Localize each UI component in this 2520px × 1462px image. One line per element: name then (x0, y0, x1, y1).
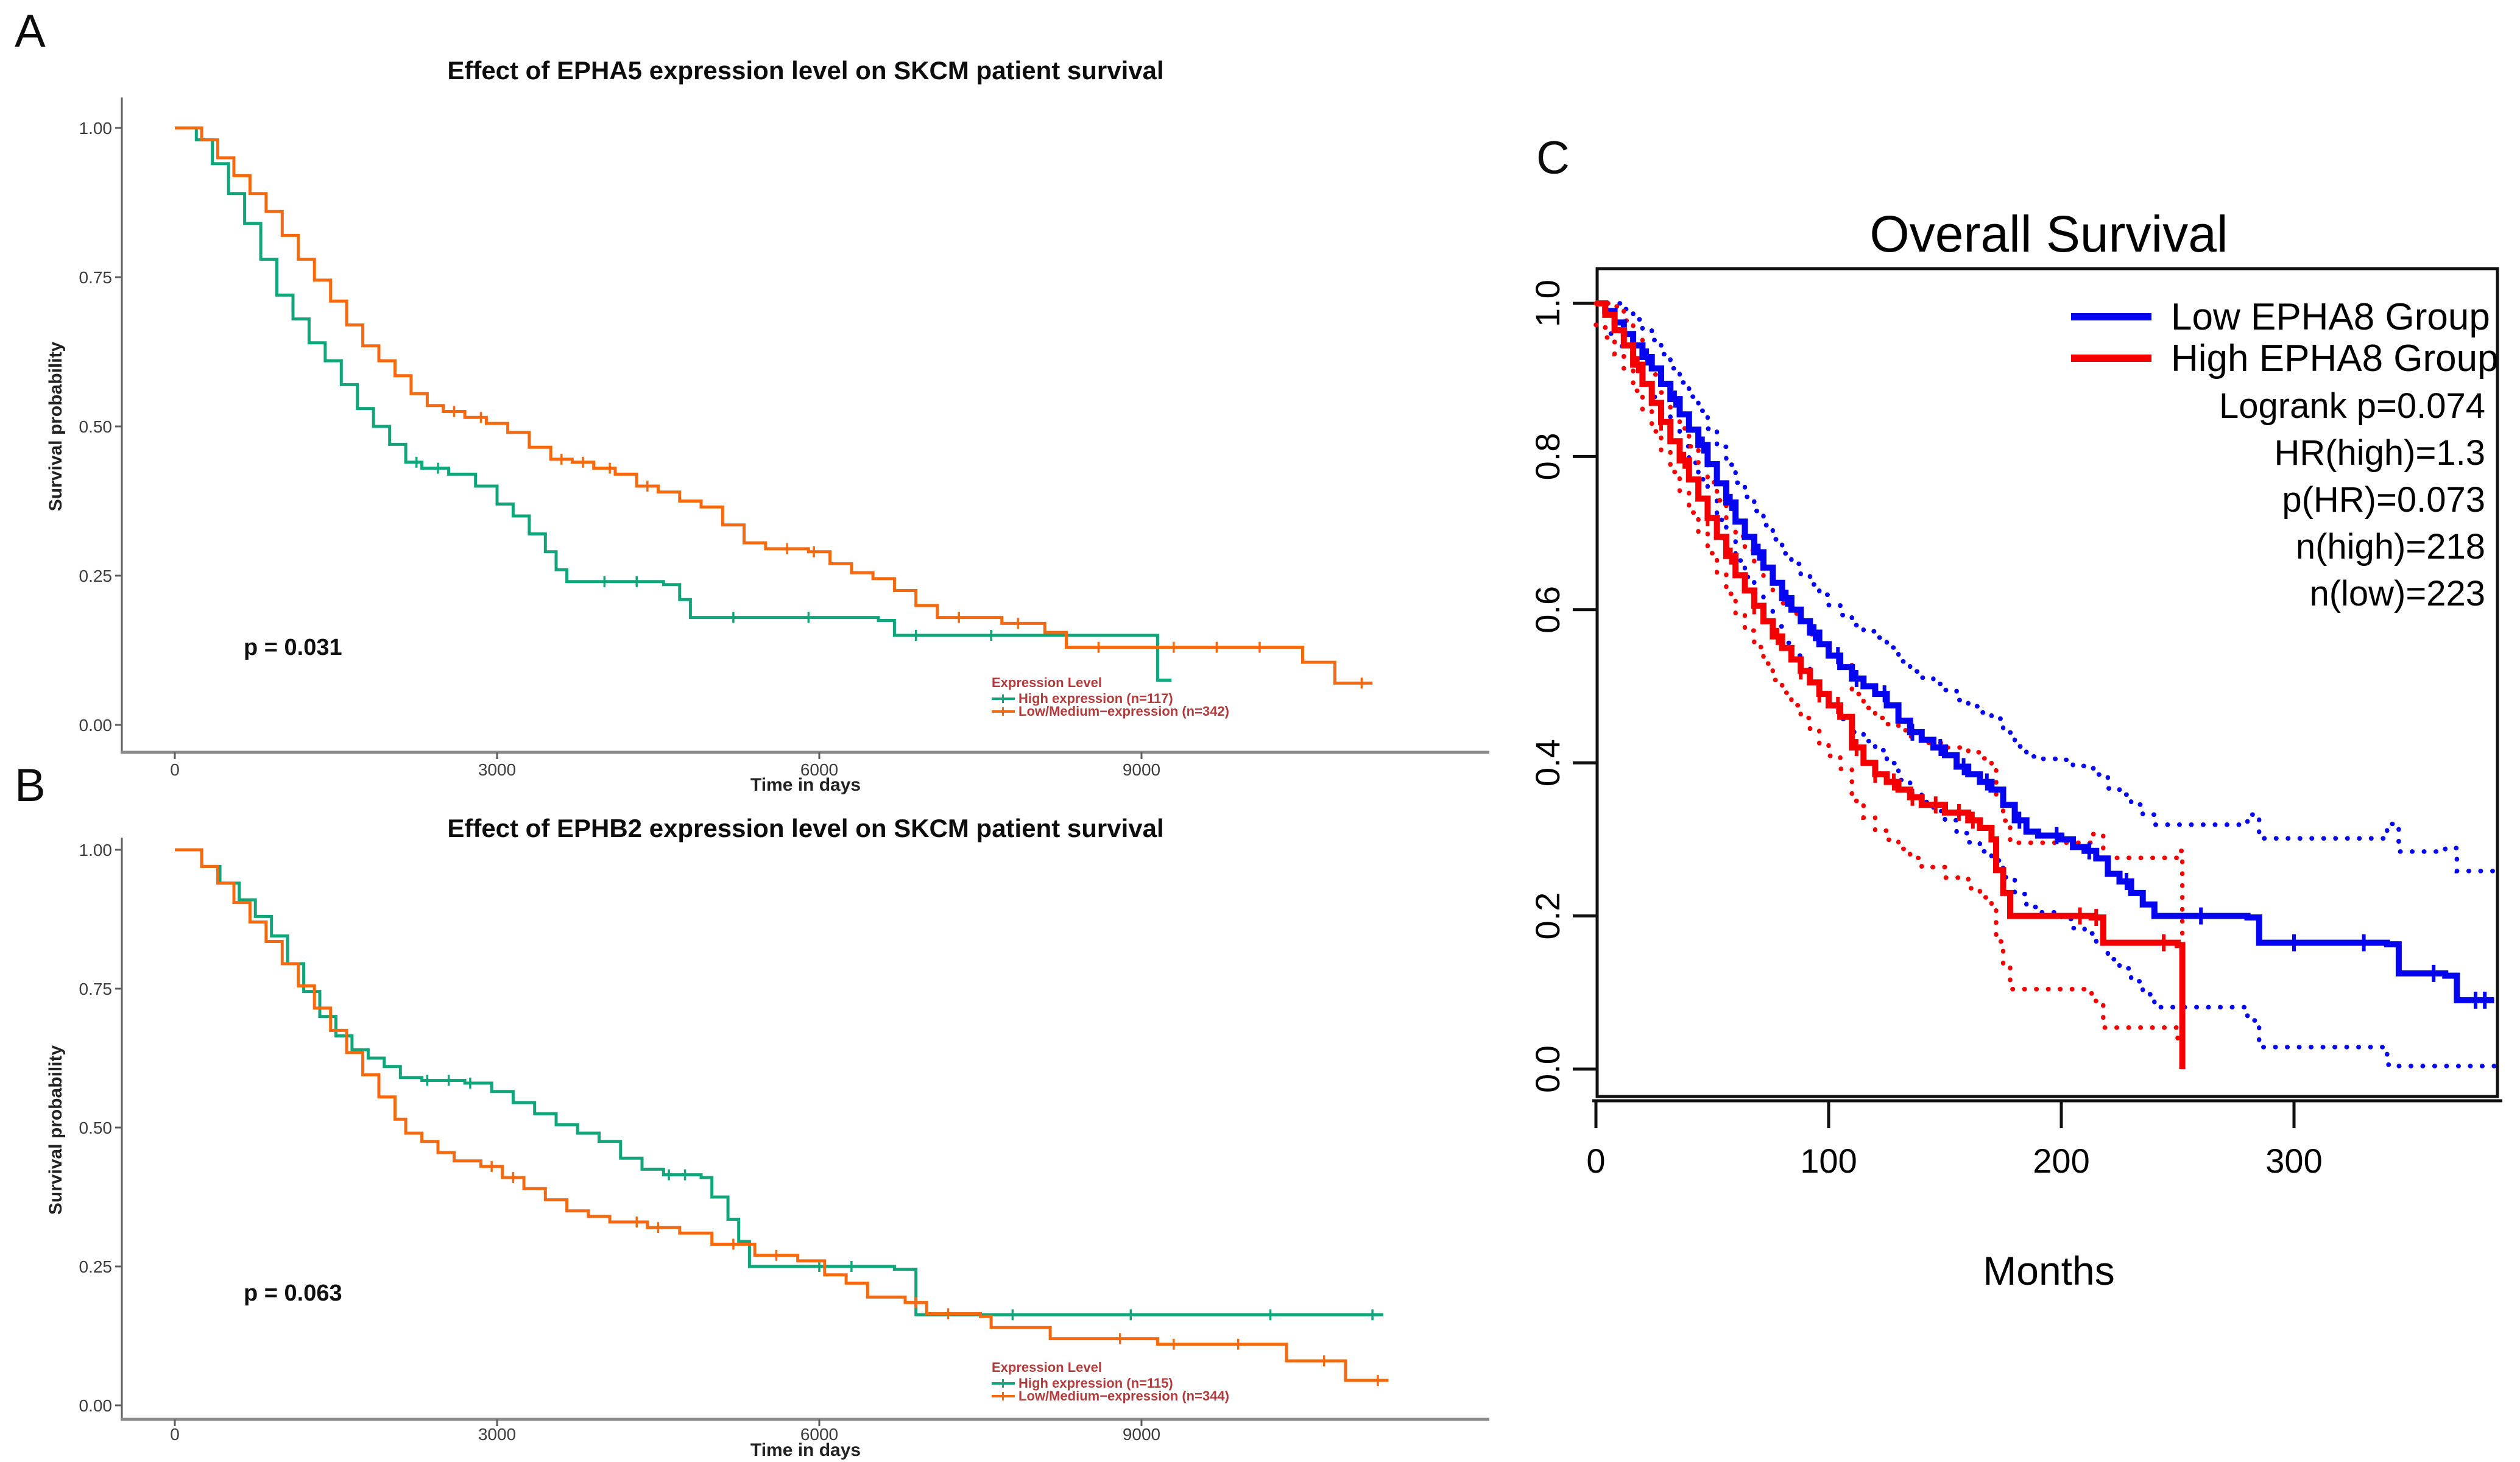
low-expression-line-icon (992, 707, 1015, 716)
svg-text:0: 0 (170, 760, 180, 779)
svg-text:0.0: 0.0 (1528, 1045, 1567, 1093)
panel-b-legend-label: High expression (n=115) (1018, 1375, 1173, 1391)
panel-c-title: Overall Survival (1869, 205, 2228, 263)
high-group-line-icon (2071, 355, 2151, 362)
svg-text:9000: 9000 (1123, 760, 1160, 779)
panel-c-legend-label: Low EPHA8 Group (2171, 295, 2490, 338)
svg-text:0.8: 0.8 (1528, 433, 1567, 480)
panel-b-y-axis-label: Survival probability (46, 1045, 66, 1215)
svg-text:0.75: 0.75 (79, 980, 113, 998)
panel-b-legend-item-low: Low/Medium−expression (n=344) (992, 1388, 1229, 1404)
high-expression-line-icon (992, 694, 1015, 703)
panel-a-y-axis-label: Survival probability (46, 341, 66, 512)
svg-text:0.25: 0.25 (79, 1257, 113, 1276)
panel-c-x-axis-label: Months (1983, 1248, 2115, 1293)
panel-a-legend-title: Expression Level (992, 675, 1102, 690)
svg-text:1.0: 1.0 (1528, 280, 1567, 327)
svg-text:0.50: 0.50 (79, 1118, 113, 1137)
svg-text:1.00: 1.00 (79, 119, 113, 138)
panel-b-title: Effect of EPHB2 expression level on SKCM… (447, 814, 1164, 842)
panel-b-pvalue: p = 0.063 (244, 1280, 342, 1306)
stat-phr: p(HR)=0.073 (2282, 480, 2485, 520)
svg-text:0.00: 0.00 (79, 716, 113, 735)
panel-c-legend-item-high: High EPHA8 Group (2071, 337, 2499, 380)
svg-text:0.50: 0.50 (79, 417, 113, 436)
panel-b-legend: Expression Level High expression (n=115)… (992, 1360, 1229, 1404)
panel-b-label: B (15, 760, 46, 811)
panel-c-legend-item-low: Low EPHA8 Group (2071, 295, 2490, 338)
svg-text:0.2: 0.2 (1528, 892, 1567, 940)
stat-nlow: n(low)=223 (2309, 574, 2485, 613)
panel-c-label: C (1536, 132, 1570, 184)
panel-a-x-axis-label: Time in days (750, 775, 861, 795)
panel-b-legend-label: Low/Medium−expression (n=344) (1018, 1388, 1229, 1404)
svg-text:9000: 9000 (1123, 1425, 1160, 1444)
panel-b-legend-title: Expression Level (992, 1360, 1102, 1375)
svg-text:0.4: 0.4 (1528, 739, 1567, 786)
high-expression-line-icon (992, 1379, 1015, 1388)
svg-text:0: 0 (170, 1425, 180, 1444)
svg-text:0.75: 0.75 (79, 268, 113, 287)
panel-b-legend-item-high: High expression (n=115) (992, 1375, 1229, 1391)
low-expression-line-icon (992, 1391, 1015, 1400)
stat-logrank: Logrank p=0.074 (2219, 386, 2485, 426)
svg-text:1.00: 1.00 (79, 841, 113, 860)
low-group-line-icon (2071, 313, 2151, 320)
svg-text:300: 300 (2265, 1142, 2322, 1180)
svg-text:3000: 3000 (478, 760, 516, 779)
stat-nhigh: n(high)=218 (2295, 527, 2485, 567)
stat-hr: HR(high)=1.3 (2274, 433, 2485, 473)
panel-a-legend-label: High expression (n=117) (1018, 690, 1173, 706)
svg-text:0: 0 (1586, 1142, 1605, 1180)
panel-a-legend-label: Low/Medium−expression (n=342) (1018, 703, 1229, 719)
svg-text:0.6: 0.6 (1528, 586, 1567, 634)
panel-a-legend: Expression Level High expression (n=117)… (992, 675, 1229, 719)
panel-a-title: Effect of EPHA5 expression level on SKCM… (447, 56, 1164, 85)
panel-c-stats: Logrank p=0.074 HR(high)=1.3 p(HR)=0.073… (1797, 383, 2485, 617)
svg-text:0.25: 0.25 (79, 567, 113, 585)
panel-a-legend-item-high: High expression (n=117) (992, 690, 1229, 706)
svg-text:6000: 6000 (800, 760, 838, 779)
panel-a-pvalue: p = 0.031 (244, 635, 342, 660)
svg-text:6000: 6000 (800, 1425, 838, 1444)
svg-text:100: 100 (1800, 1142, 1857, 1180)
panel-a-legend-item-low: Low/Medium−expression (n=342) (992, 703, 1229, 719)
svg-text:200: 200 (2033, 1142, 2089, 1180)
panel-b-x-axis-label: Time in days (750, 1440, 861, 1460)
svg-text:3000: 3000 (478, 1425, 516, 1444)
svg-text:0.00: 0.00 (79, 1396, 113, 1415)
panel-c-legend-label: High EPHA8 Group (2171, 337, 2499, 380)
panel-a-label: A (15, 5, 46, 57)
